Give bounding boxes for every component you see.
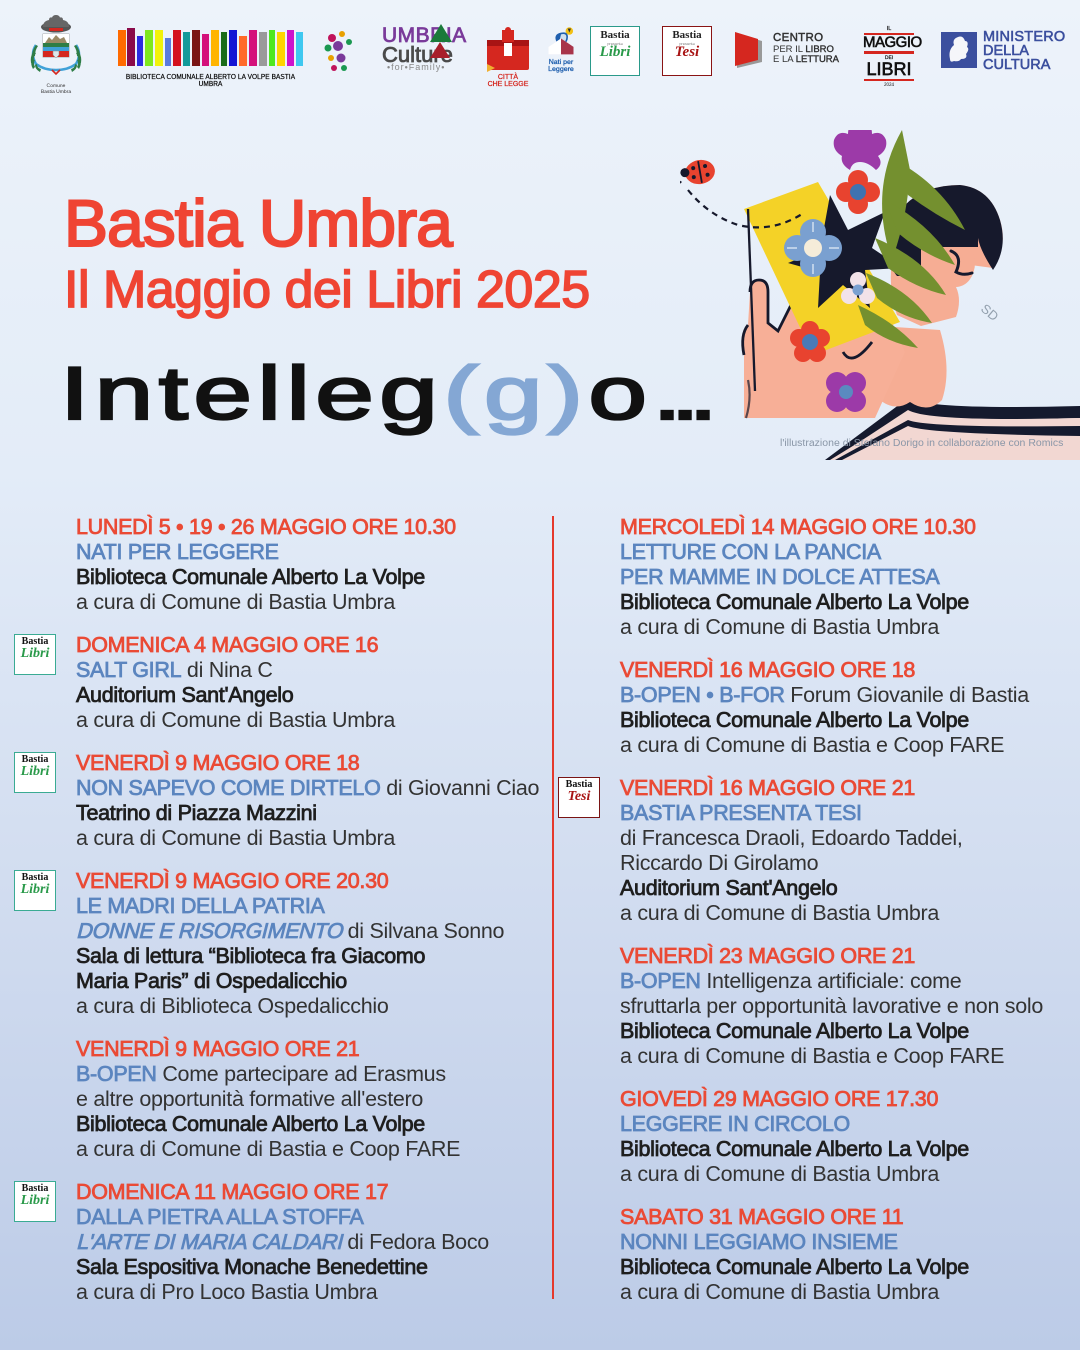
- svg-text:SD: SD: [978, 301, 1001, 324]
